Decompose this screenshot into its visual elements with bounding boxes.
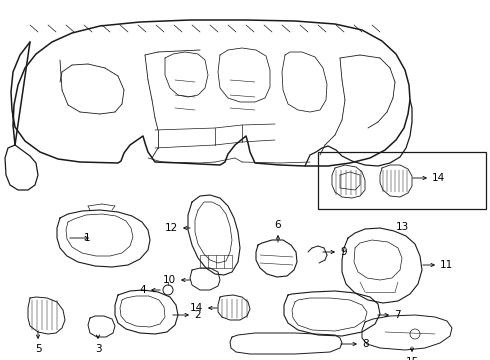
Text: 14: 14 bbox=[432, 173, 445, 183]
Text: 11: 11 bbox=[440, 260, 453, 270]
Text: 8: 8 bbox=[362, 339, 368, 349]
Text: 3: 3 bbox=[95, 344, 101, 354]
Text: 5: 5 bbox=[35, 344, 41, 354]
Text: 2: 2 bbox=[194, 310, 200, 320]
Text: 10: 10 bbox=[163, 275, 176, 285]
Text: 14: 14 bbox=[190, 303, 203, 313]
Text: 9: 9 bbox=[340, 247, 346, 257]
Text: 4: 4 bbox=[139, 285, 146, 295]
Text: 1: 1 bbox=[83, 233, 90, 243]
Text: 12: 12 bbox=[165, 223, 178, 233]
Text: 6: 6 bbox=[275, 220, 281, 230]
Text: 7: 7 bbox=[394, 310, 401, 320]
Text: 13: 13 bbox=[395, 222, 409, 232]
Bar bbox=[318, 152, 486, 209]
Text: 15: 15 bbox=[405, 357, 418, 360]
